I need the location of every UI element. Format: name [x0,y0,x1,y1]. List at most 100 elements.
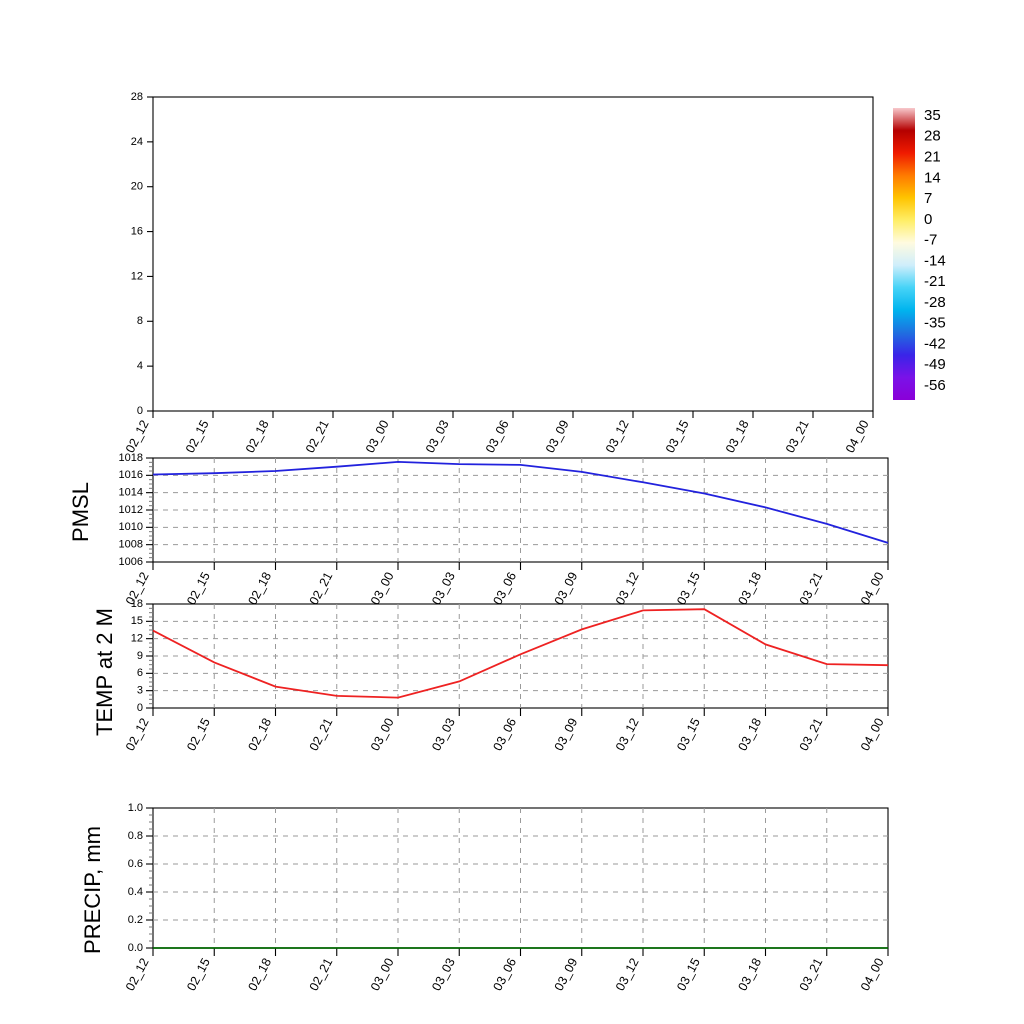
ytick-label: 0.4 [128,886,143,898]
colorbar-tick-label: -7 [924,232,937,249]
colorbar-tick-label: -14 [924,252,946,269]
colorbar-tick-label: -42 [924,335,946,352]
xtick-label: 03_18 [735,956,764,993]
svg-text:12: 12 [131,270,143,282]
xtick-label: 03_18 [735,570,764,607]
xtick-label: 03_09 [552,570,581,607]
ytick-label: 3 [137,685,143,697]
colorbar-tick-label: 0 [924,211,932,228]
xtick-label: 03_15 [663,418,692,455]
svg-text:8: 8 [137,315,143,327]
svg-text:28: 28 [131,91,143,103]
temp-cross-section-axes: 0 4 8 12 16 20 24 28 02_12 02_15 02_18 02_21 03_00 03… [123,91,874,455]
ytick-label: 0.8 [128,830,143,842]
xtick-label: 02_18 [245,956,274,993]
xtick-label: 02_12 [123,716,152,753]
colorbar-tick-label: 35 [924,107,941,124]
xtick-label: 03_21 [797,716,826,753]
svg-text:16: 16 [131,225,143,237]
xtick-label: 03_12 [603,418,632,455]
colorbar-tick-label: -56 [924,377,946,394]
temp-at-2m-axis-label: TEMP at 2 M [92,608,117,736]
xtick-label: 02_21 [307,716,336,753]
xtick-label: 03_03 [429,956,458,993]
xtick-label: 03_21 [783,418,812,455]
precip-axis-label: PRECIP, mm [80,826,105,954]
xtick-label: 03_18 [735,716,764,753]
xtick-label: 03_12 [613,570,642,607]
ytick-label: 12 [131,633,143,645]
xtick-label: 03_00 [368,570,397,607]
xtick-label: 03_12 [613,716,642,753]
xtick-label: 03_06 [483,418,512,455]
svg-text:24: 24 [131,136,143,148]
xtick-label: 02_18 [245,570,274,607]
xtick-label: 03_06 [490,716,519,753]
xtick-label: 03_06 [490,570,519,607]
ytick-label: 0.2 [128,914,143,926]
colorbar: 35 28 21 14 7 0 -7 -14 -21 -28 -35 -42 -49 -56 [893,107,946,400]
colorbar-tick-label: -28 [924,294,946,311]
colorbar-tick-label: -21 [924,273,946,290]
ytick-label: 9 [137,650,143,662]
xtick-label: 03_03 [429,570,458,607]
ytick-label: 1016 [119,469,143,481]
xtick-label: 02_15 [184,570,213,607]
xtick-label: 04_00 [843,418,872,455]
ytick-label: 1008 [119,539,143,551]
ytick-label: 1012 [119,504,143,516]
ytick-label: 0.6 [128,858,143,870]
xtick-label: 03_09 [552,956,581,993]
xtick-label: 03_15 [674,716,703,753]
ytick-label: 1018 [119,452,143,464]
pmsl-axis-label: PMSL [68,482,93,542]
xtick-label: 04_00 [858,956,887,993]
ytick-label: 0.0 [128,942,143,954]
xtick-label: 03_09 [552,716,581,753]
precip-panel: 0.0 0.2 0.4 0.6 0.8 1.0 02_12 02_15 02_18 02_21 03… [80,802,889,993]
xtick-label: 02_15 [184,716,213,753]
colorbar-gradient [893,108,915,400]
xtick-label: 03_21 [797,570,826,607]
ytick-label: 15 [131,615,143,627]
ytick-label: 18 [131,598,143,610]
xtick-label: 03_06 [490,956,519,993]
colorbar-tick-label: -49 [924,356,946,373]
xtick-label: 03_00 [368,716,397,753]
xtick-label: 02_21 [307,570,336,607]
xtick-label: 03_15 [674,956,703,993]
xtick-label: 04_00 [858,570,887,607]
xtick-label: 03_03 [423,418,452,455]
xtick-label: 02_18 [245,716,274,753]
ytick-label: 6 [137,667,143,679]
colorbar-tick-label: -35 [924,315,946,332]
xtick-label: 03_15 [674,570,703,607]
pmsl-line [152,460,889,544]
colorbar-tick-label: 28 [924,128,941,145]
xtick-label: 04_00 [858,716,887,753]
xtick-label: 03_00 [363,418,392,455]
colorbar-tick-label: 7 [924,190,932,207]
ytick-label: 1.0 [128,802,143,814]
xtick-label: 03_00 [368,956,397,993]
xtick-label: 02_21 [303,418,332,455]
xtick-label: 03_18 [723,418,752,455]
xtick-label: 03_21 [797,956,826,993]
svg-text:20: 20 [131,181,143,193]
svg-text:4: 4 [137,360,143,372]
xtick-label: 02_15 [184,956,213,993]
xtick-label: 03_12 [613,956,642,993]
ytick-label: 1006 [119,556,143,568]
ytick-label: 0 [137,702,143,714]
temp-panel: 0 3 6 9 12 15 18 02_12 02_15 02_18 02_21 03_00 03_03… [92,598,889,753]
xtick-label: 02_12 [123,956,152,993]
ytick-label: 1010 [119,521,143,533]
xtick-label: 02_21 [307,956,336,993]
colorbar-tick-label: 14 [924,169,941,186]
xtick-label: 02_18 [243,418,272,455]
colorbar-tick-label: 21 [924,149,941,166]
xtick-label: 02_15 [183,418,212,455]
ytick-label: 1014 [119,487,143,499]
